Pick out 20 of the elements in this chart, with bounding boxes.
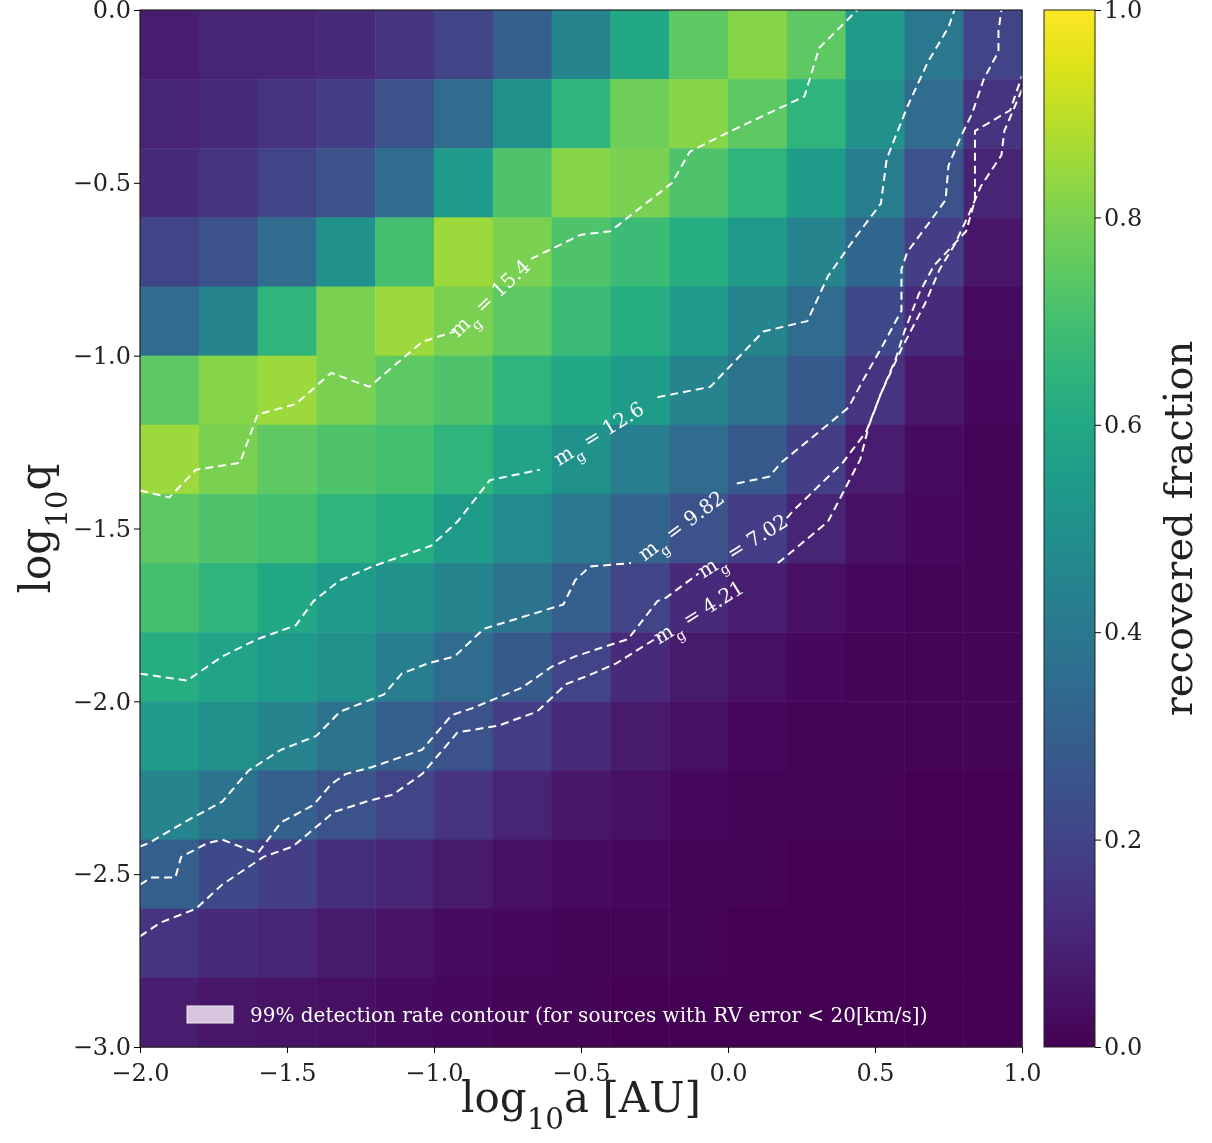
y-tick-label: 0.0	[92, 0, 131, 25]
x-tick-label: 1.0	[1003, 1059, 1042, 1088]
color-bar-label: 0.4	[1104, 618, 1143, 647]
color-bar-label: 0.6	[1104, 410, 1143, 439]
x-tick-label: −2.0	[111, 1059, 170, 1088]
x-tick-label: 0.0	[709, 1059, 748, 1088]
x-tick-label: −1.5	[258, 1059, 317, 1088]
y-tick-label: −2.5	[72, 860, 131, 889]
color-bar-label: 0.8	[1104, 203, 1143, 232]
y-tick-label: −1.0	[72, 341, 131, 370]
color-bar-label: 1.0	[1104, 0, 1143, 25]
color-bar-title: recovered fraction	[1155, 340, 1201, 717]
y-tick-label: −0.5	[72, 169, 131, 198]
y-tick-label: −2.0	[72, 687, 131, 716]
color-bar-label: 0.0	[1104, 1033, 1143, 1062]
color-bar-label: 0.2	[1104, 825, 1143, 854]
annotation: 99% detection rate contour (for sources with RV error < 20[km/s])	[250, 1003, 928, 1027]
y-tick-label: −3.0	[72, 1033, 131, 1062]
x-tick-label: 0.5	[856, 1059, 895, 1088]
y-tick-label: −1.5	[72, 514, 131, 543]
